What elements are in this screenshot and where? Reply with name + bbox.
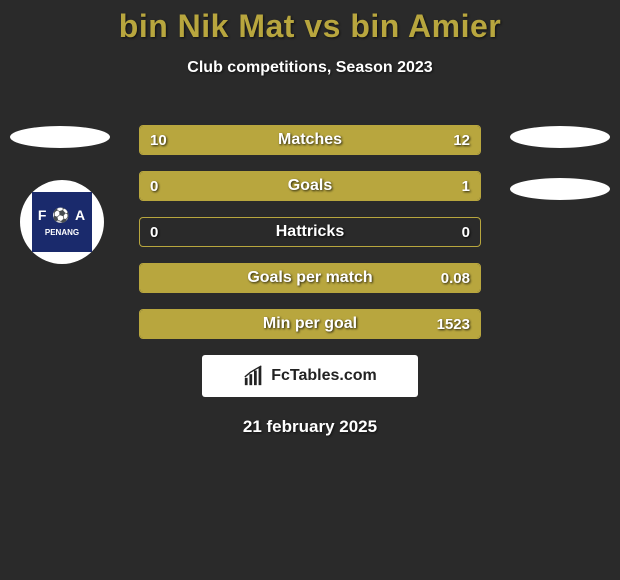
bar-label: Hattricks: [140, 218, 480, 246]
bar-value-left: 10: [150, 126, 167, 154]
comparison-title: bin Nik Mat vs bin Amier: [0, 0, 620, 45]
bar-value-right: 0.08: [441, 264, 470, 292]
comparison-subtitle: Club competitions, Season 2023: [0, 59, 620, 77]
bar-value-right: 1523: [437, 310, 470, 338]
stat-bar: 0.08Goals per match: [139, 263, 481, 293]
bar-fill-right: [293, 126, 480, 154]
bar-value-left: 0: [150, 172, 158, 200]
bar-fill-left: [140, 172, 191, 200]
stat-bar: 01Goals: [139, 171, 481, 201]
stat-bar: 0 0Hattricks: [139, 217, 481, 247]
bar-fill-right: [191, 172, 480, 200]
bar-value-right: 12: [453, 126, 470, 154]
chart-icon: [243, 365, 265, 387]
stats-bars: 1012Matches01Goals00Hattricks0.08Goals p…: [0, 125, 620, 339]
date-text: 21 february 2025: [0, 417, 620, 437]
bar-fill-right: [140, 264, 480, 292]
bar-value-right: 1: [462, 172, 470, 200]
bar-fill-right: [140, 310, 480, 338]
bar-value-right: 0: [462, 218, 470, 246]
brand-box: FcTables.com: [202, 355, 418, 397]
bar-value-left: 0: [150, 218, 158, 246]
stat-bar: 1523Min per goal: [139, 309, 481, 339]
stat-bar: 1012Matches: [139, 125, 481, 155]
brand-text: FcTables.com: [271, 367, 377, 385]
